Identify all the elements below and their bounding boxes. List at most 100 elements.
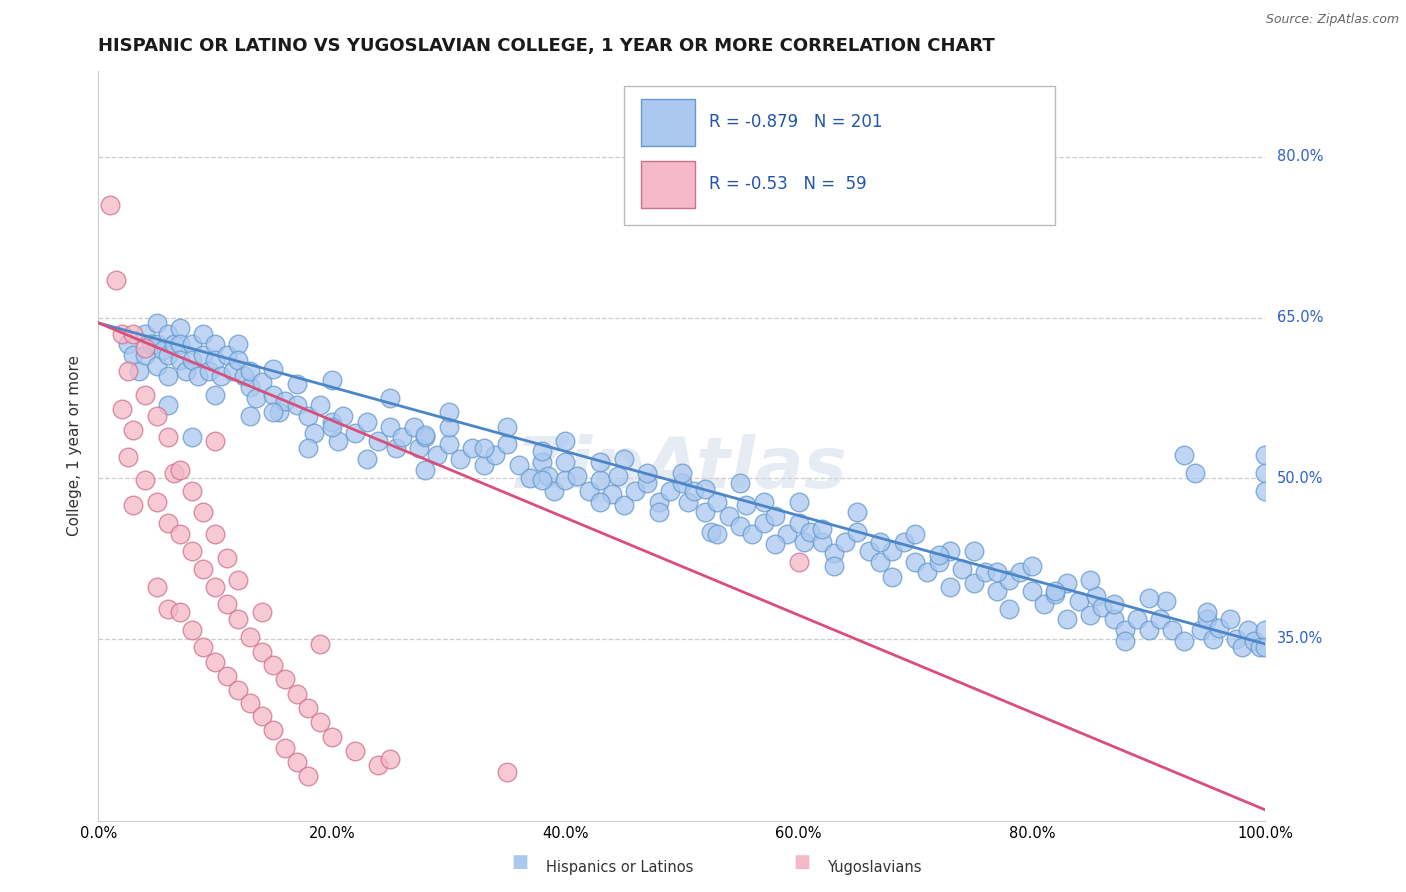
Point: [169, 605, 191, 619]
Point: [344, 744, 367, 758]
Point: [589, 455, 612, 469]
Point: [606, 469, 628, 483]
Point: [1091, 599, 1114, 614]
Point: [157, 601, 180, 615]
Point: [939, 580, 962, 594]
Point: [752, 494, 775, 508]
Point: [530, 455, 553, 469]
Point: [157, 398, 180, 412]
Point: [543, 483, 565, 498]
Point: [215, 348, 238, 362]
Point: [134, 473, 156, 487]
Point: [496, 437, 519, 451]
Point: [636, 466, 658, 480]
Point: [1114, 623, 1136, 637]
Point: [1225, 632, 1247, 646]
Text: HISPANIC OR LATINO VS YUGOSLAVIAN COLLEGE, 1 YEAR OR MORE CORRELATION CHART: HISPANIC OR LATINO VS YUGOSLAVIAN COLLEG…: [98, 37, 995, 54]
Point: [297, 769, 319, 783]
Point: [1254, 448, 1277, 462]
Point: [228, 337, 250, 351]
Point: [122, 498, 145, 512]
Text: R = -0.53   N =  59: R = -0.53 N = 59: [709, 175, 866, 193]
Point: [787, 494, 810, 508]
Point: [811, 535, 834, 549]
Point: [250, 375, 273, 389]
Point: [1080, 573, 1102, 587]
Point: [285, 755, 308, 769]
Point: [262, 362, 284, 376]
Text: 80.0%: 80.0%: [1277, 150, 1323, 164]
Point: [204, 580, 226, 594]
Point: [215, 598, 238, 612]
Point: [950, 562, 973, 576]
Point: [228, 573, 250, 587]
Point: [1195, 612, 1218, 626]
Point: [262, 387, 284, 401]
Point: [169, 337, 191, 351]
Point: [285, 376, 308, 391]
Point: [157, 430, 180, 444]
Point: [157, 369, 180, 384]
Point: [484, 448, 506, 462]
Point: [706, 494, 728, 508]
Point: [676, 494, 699, 508]
Point: [426, 448, 449, 462]
Point: [250, 644, 273, 658]
Point: [187, 369, 209, 384]
Point: [134, 326, 156, 341]
Point: [717, 508, 740, 523]
Point: [169, 526, 191, 541]
Point: [269, 405, 291, 419]
Point: [1254, 466, 1277, 480]
Point: [735, 498, 758, 512]
Point: [1137, 591, 1160, 605]
Point: [1230, 640, 1253, 655]
Point: [1254, 640, 1277, 655]
Point: [274, 740, 297, 755]
Point: [695, 482, 717, 496]
Text: R = -0.879   N = 201: R = -0.879 N = 201: [709, 112, 882, 130]
Point: [496, 419, 519, 434]
Point: [297, 441, 319, 455]
Point: [111, 401, 134, 416]
FancyBboxPatch shape: [641, 161, 695, 208]
Point: [250, 708, 273, 723]
Point: [204, 353, 226, 368]
Point: [367, 758, 389, 772]
Point: [811, 523, 834, 537]
Point: [128, 364, 150, 378]
Point: [763, 508, 786, 523]
Point: [204, 526, 226, 541]
Point: [986, 583, 1008, 598]
Point: [846, 524, 869, 539]
Point: [356, 416, 378, 430]
Point: [285, 687, 308, 701]
Point: [1114, 633, 1136, 648]
Point: [152, 343, 174, 357]
Point: [904, 555, 927, 569]
Point: [787, 516, 810, 530]
Point: [169, 462, 191, 476]
Point: [215, 669, 238, 683]
Point: [997, 601, 1019, 615]
Point: [880, 544, 903, 558]
Point: [228, 612, 250, 626]
Point: [880, 569, 903, 583]
Point: [134, 348, 156, 362]
Point: [682, 483, 704, 498]
Point: [530, 473, 553, 487]
Point: [285, 398, 308, 412]
Point: [163, 466, 186, 480]
Point: [1102, 612, 1125, 626]
Point: [380, 391, 402, 405]
Point: [297, 409, 319, 423]
Point: [437, 405, 460, 419]
Point: [1045, 583, 1067, 598]
Point: [169, 353, 191, 368]
Point: [180, 544, 202, 558]
Point: [146, 409, 169, 423]
Text: ZipAtlas: ZipAtlas: [516, 434, 848, 503]
Point: [508, 458, 530, 473]
Point: [117, 450, 139, 464]
Point: [117, 337, 139, 351]
